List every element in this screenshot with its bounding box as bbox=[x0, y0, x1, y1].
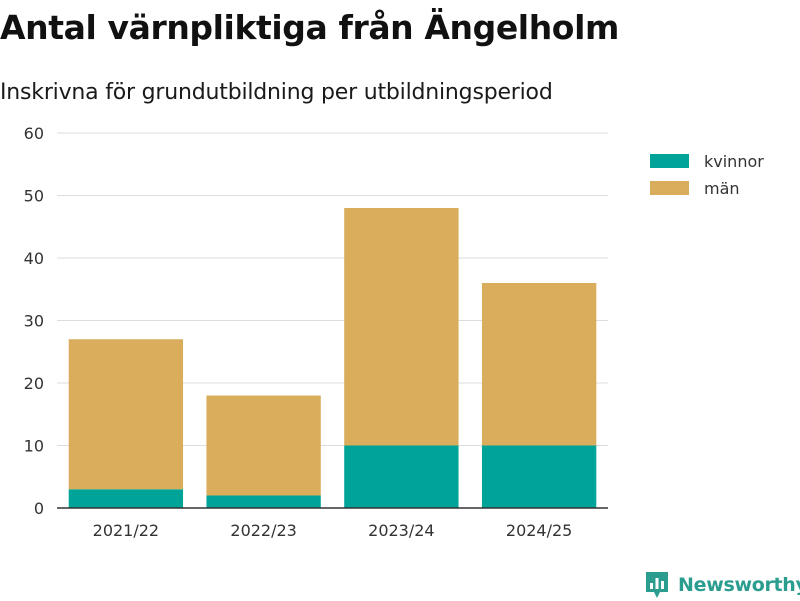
y-tick-label: 10 bbox=[24, 437, 44, 456]
bar-segment-kvinnor bbox=[344, 445, 459, 508]
newsworthy-logo: Newsworthy bbox=[644, 569, 800, 601]
bar-segment-män bbox=[68, 339, 184, 490]
chart-title: Antal värnpliktiga från Ängelholm bbox=[0, 8, 619, 47]
legend-swatch-män bbox=[650, 181, 689, 195]
bar-segment-kvinnor bbox=[481, 445, 597, 508]
y-tick-label: 60 bbox=[24, 124, 44, 143]
x-tick-label: 2023/24 bbox=[368, 521, 434, 540]
y-tick-label: 30 bbox=[24, 312, 44, 331]
bar-segment-kvinnor bbox=[68, 489, 184, 508]
y-axis-ticks: 0 10 20 30 40 50 60 bbox=[24, 124, 44, 518]
bars bbox=[57, 208, 608, 509]
bar-segment-män bbox=[206, 395, 321, 496]
legend-label-kvinnor: kvinnor bbox=[704, 152, 764, 171]
x-tick-label: 2021/22 bbox=[93, 521, 159, 540]
y-tick-label: 0 bbox=[34, 499, 44, 518]
y-tick-label: 40 bbox=[24, 249, 44, 268]
legend: kvinnor män bbox=[650, 152, 764, 198]
chart-subtitle: Inskrivna för grundutbildning per utbild… bbox=[0, 80, 553, 105]
bar-segment-kvinnor bbox=[206, 495, 321, 508]
x-tick-label: 2022/23 bbox=[230, 521, 296, 540]
legend-label-män: män bbox=[704, 179, 740, 198]
bar-segment-män bbox=[481, 283, 597, 446]
y-tick-label: 20 bbox=[24, 374, 44, 393]
y-tick-label: 50 bbox=[24, 187, 44, 206]
bar-segment-män bbox=[344, 208, 459, 446]
newsworthy-logo-icon bbox=[646, 572, 668, 598]
newsworthy-logo-text: Newsworthy bbox=[678, 574, 800, 596]
x-tick-label: 2024/25 bbox=[506, 521, 572, 540]
x-axis-ticks: 2021/22 2022/23 2023/24 2024/25 bbox=[93, 521, 573, 540]
legend-swatch-kvinnor bbox=[650, 154, 689, 168]
